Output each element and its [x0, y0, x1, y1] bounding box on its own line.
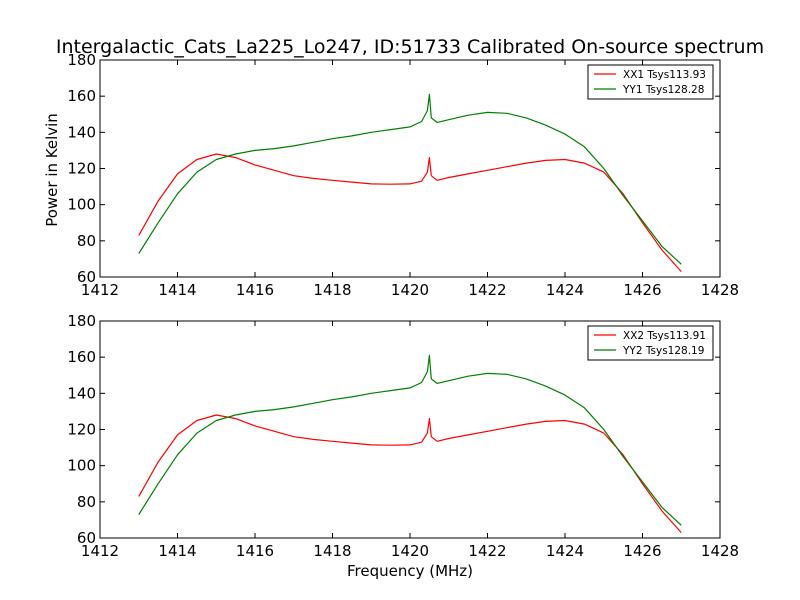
- chart-title: Intergalactic_Cats_La225_Lo247, ID:51733…: [56, 36, 764, 58]
- x-tick-label-top-7: 1426: [623, 281, 661, 299]
- legend-box-bottom: [587, 325, 714, 361]
- legend-label-top-1: YY1 Tsys128.28: [622, 84, 704, 96]
- panel-bottom: 1412 1414 1416 1418 1420 1422 1424 1426 1428 60 80…: [67, 312, 739, 560]
- series-line-bottom-1: [138, 354, 682, 526]
- x-tick-label-bottom-4: 1420: [391, 542, 429, 560]
- y-tick-label-bottom-4: 140: [67, 384, 96, 402]
- x-axis-label: Frequency (MHz): [347, 562, 473, 580]
- y-tick-label-bottom-1: 80: [77, 493, 96, 511]
- y-tick-label-top-1: 80: [77, 232, 96, 250]
- x-tick-label-bottom-8: 1428: [701, 542, 739, 560]
- y-tick-label-top-3: 120: [67, 160, 96, 178]
- y-tick-label-bottom-6: 180: [67, 312, 96, 330]
- series-line-bottom-0: [138, 414, 682, 533]
- chart-panels: 1412 1414 1416 1418 1420 1422 1424 1426 1428 60 80…: [67, 51, 739, 560]
- series-line-top-1: [138, 93, 682, 265]
- x-tick-label-top-6: 1424: [546, 281, 584, 299]
- x-tick-label-top-8: 1428: [701, 281, 739, 299]
- legend-label-bottom-0: XX2 Tsys113.91: [623, 330, 706, 342]
- y-tick-label-bottom-2: 100: [67, 457, 96, 475]
- y-tick-label-bottom-0: 60: [77, 529, 96, 547]
- legend-label-top-0: XX1 Tsys113.93: [623, 69, 706, 81]
- x-tick-label-bottom-7: 1426: [623, 542, 661, 560]
- x-tick-label-top-5: 1422: [468, 281, 506, 299]
- series-line-top-0: [138, 153, 682, 272]
- x-tick-label-top-0: 1412: [81, 281, 119, 299]
- panel-top: 1412 1414 1416 1418 1420 1422 1424 1426 1428 60 80…: [67, 51, 739, 299]
- x-tick-label-bottom-3: 1418: [313, 542, 351, 560]
- x-tick-label-top-4: 1420: [391, 281, 429, 299]
- x-tick-label-bottom-2: 1416: [236, 542, 274, 560]
- x-tick-label-bottom-0: 1412: [81, 542, 119, 560]
- x-tick-label-top-1: 1414: [158, 281, 196, 299]
- x-tick-label-bottom-6: 1424: [546, 542, 584, 560]
- legend-box-top: [587, 64, 714, 100]
- y-tick-label-top-6: 180: [67, 51, 96, 69]
- y-axis-label: Power in Kelvin: [43, 113, 61, 227]
- y-tick-label-bottom-5: 160: [67, 348, 96, 366]
- x-tick-label-top-3: 1418: [313, 281, 351, 299]
- x-tick-label-bottom-5: 1422: [468, 542, 506, 560]
- y-tick-label-top-0: 60: [77, 268, 96, 286]
- x-tick-label-bottom-1: 1414: [158, 542, 196, 560]
- legend-label-bottom-1: YY2 Tsys128.19: [622, 345, 704, 357]
- y-tick-label-top-5: 160: [67, 87, 96, 105]
- y-tick-label-bottom-3: 120: [67, 421, 96, 439]
- y-tick-label-top-4: 140: [67, 123, 96, 141]
- x-tick-label-top-2: 1416: [236, 281, 274, 299]
- y-tick-label-top-2: 100: [67, 196, 96, 214]
